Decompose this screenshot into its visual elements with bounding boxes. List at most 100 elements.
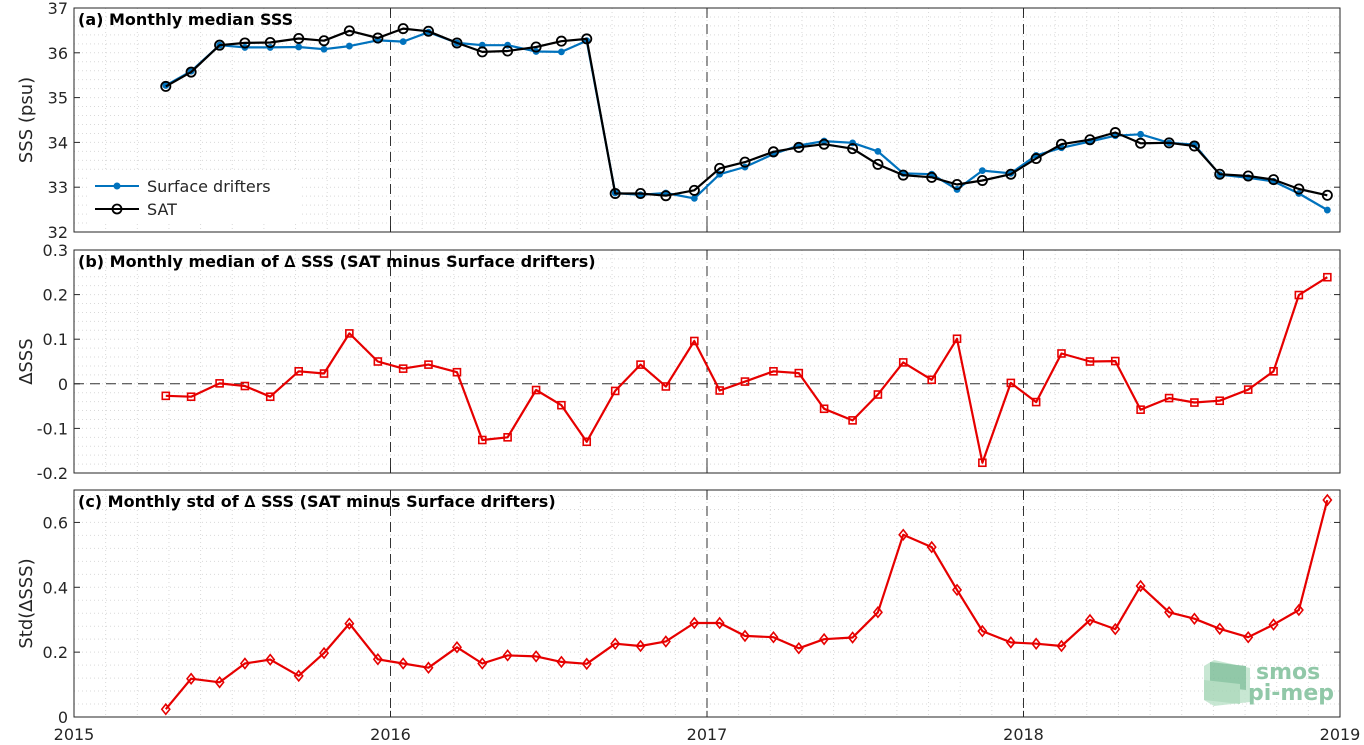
data-point bbox=[319, 646, 330, 660]
logo-text-smos: smos bbox=[1256, 660, 1320, 685]
y-tick-label: -0.2 bbox=[37, 464, 68, 483]
data-point bbox=[1189, 612, 1200, 626]
data-point bbox=[556, 655, 567, 669]
series-line bbox=[164, 499, 1329, 710]
data-point bbox=[160, 80, 172, 92]
data-point bbox=[740, 377, 750, 386]
data-point bbox=[265, 392, 275, 402]
data-point bbox=[952, 583, 963, 597]
data-point bbox=[502, 649, 513, 662]
panel-c-monthly-std-delta-sss: 0 0.2 0.4 0.6 2015 2016 2017 2018 2019 (c) Monthl… bbox=[16, 489, 1361, 744]
y-axis-label: Std(∆SSS) bbox=[16, 558, 37, 648]
data-point bbox=[372, 32, 384, 44]
data-point bbox=[739, 629, 751, 643]
x-tick-label: 2019 bbox=[1320, 725, 1361, 744]
data-point bbox=[477, 435, 487, 445]
data-point bbox=[635, 639, 646, 653]
data-point bbox=[660, 190, 672, 202]
data-point bbox=[1293, 603, 1304, 617]
data-point bbox=[714, 162, 726, 174]
y-tick-label: 35 bbox=[48, 89, 68, 108]
data-point bbox=[1215, 396, 1225, 406]
data-point bbox=[186, 392, 196, 402]
data-point bbox=[397, 23, 409, 35]
data-point bbox=[161, 391, 171, 401]
data-point bbox=[690, 195, 698, 202]
data-point bbox=[373, 357, 383, 366]
data-point bbox=[1294, 290, 1304, 300]
data-point bbox=[451, 640, 462, 654]
logo-text-pi-mep: pi-mep bbox=[1248, 681, 1334, 706]
data-point bbox=[1055, 138, 1067, 150]
data-point bbox=[452, 367, 462, 377]
data-point bbox=[1084, 613, 1095, 627]
data-point bbox=[976, 174, 988, 186]
panel-a-monthly-median-sss: 32 33 34 35 36 37 (a) Monthly median SSS SSS (p… bbox=[16, 0, 1341, 242]
y-tick-label: 34 bbox=[48, 133, 68, 152]
data-point bbox=[872, 158, 884, 170]
data-point bbox=[1030, 153, 1042, 165]
panel-title: (b) Monthly median of ∆ SSS (SAT minus S… bbox=[78, 252, 596, 271]
y-tick-label: 37 bbox=[48, 0, 68, 18]
data-point bbox=[320, 45, 328, 53]
data-point bbox=[345, 42, 353, 50]
data-point bbox=[422, 25, 434, 37]
data-point bbox=[185, 66, 197, 78]
data-point bbox=[1243, 385, 1253, 394]
data-point bbox=[951, 179, 963, 191]
data-point bbox=[819, 632, 830, 646]
data-point bbox=[214, 39, 226, 51]
data-point bbox=[819, 404, 829, 414]
data-point bbox=[768, 630, 779, 644]
series-line bbox=[165, 276, 1328, 464]
data-point bbox=[1085, 357, 1095, 366]
data-point bbox=[1137, 130, 1145, 138]
data-point bbox=[767, 146, 779, 158]
data-point bbox=[926, 171, 938, 183]
y-tick-label: 0.3 bbox=[43, 241, 68, 260]
data-point bbox=[1005, 168, 1017, 180]
data-point bbox=[1268, 174, 1280, 186]
data-point bbox=[503, 433, 512, 442]
data-point bbox=[1135, 137, 1147, 149]
data-point bbox=[1110, 622, 1121, 636]
data-point bbox=[1188, 140, 1200, 152]
data-point bbox=[1031, 637, 1042, 650]
data-point bbox=[399, 38, 407, 45]
data-point bbox=[689, 616, 700, 630]
y-tick-label: 0.2 bbox=[43, 643, 68, 662]
data-point bbox=[186, 672, 197, 686]
data-point bbox=[581, 33, 593, 45]
data-point bbox=[557, 400, 566, 410]
data-point bbox=[873, 390, 883, 399]
x-tick-label: 2015 bbox=[54, 725, 95, 744]
y-tick-label: 0.1 bbox=[43, 330, 68, 349]
data-point bbox=[1321, 189, 1333, 201]
data-point bbox=[424, 360, 433, 369]
data-point bbox=[1005, 636, 1016, 649]
data-point bbox=[715, 386, 724, 395]
data-point bbox=[345, 329, 354, 338]
y-tick-label: 0.6 bbox=[43, 513, 68, 532]
data-point bbox=[240, 381, 250, 391]
legend-drifters-label: Surface drifters bbox=[147, 177, 271, 196]
data-point bbox=[898, 528, 909, 542]
data-point bbox=[1164, 605, 1175, 619]
data-point bbox=[239, 37, 251, 49]
data-point bbox=[160, 702, 171, 716]
data-point bbox=[531, 650, 542, 663]
data-point bbox=[502, 45, 514, 57]
data-point bbox=[847, 631, 858, 644]
data-point bbox=[952, 334, 962, 344]
data-point bbox=[739, 156, 751, 168]
data-point bbox=[610, 637, 621, 650]
data-point bbox=[398, 364, 408, 373]
data-point bbox=[1190, 398, 1199, 407]
data-point bbox=[555, 35, 567, 47]
data-point bbox=[398, 657, 409, 670]
data-point bbox=[661, 382, 671, 391]
data-point bbox=[978, 458, 987, 468]
data-point bbox=[977, 624, 988, 638]
x-tick-label: 2016 bbox=[370, 725, 411, 744]
